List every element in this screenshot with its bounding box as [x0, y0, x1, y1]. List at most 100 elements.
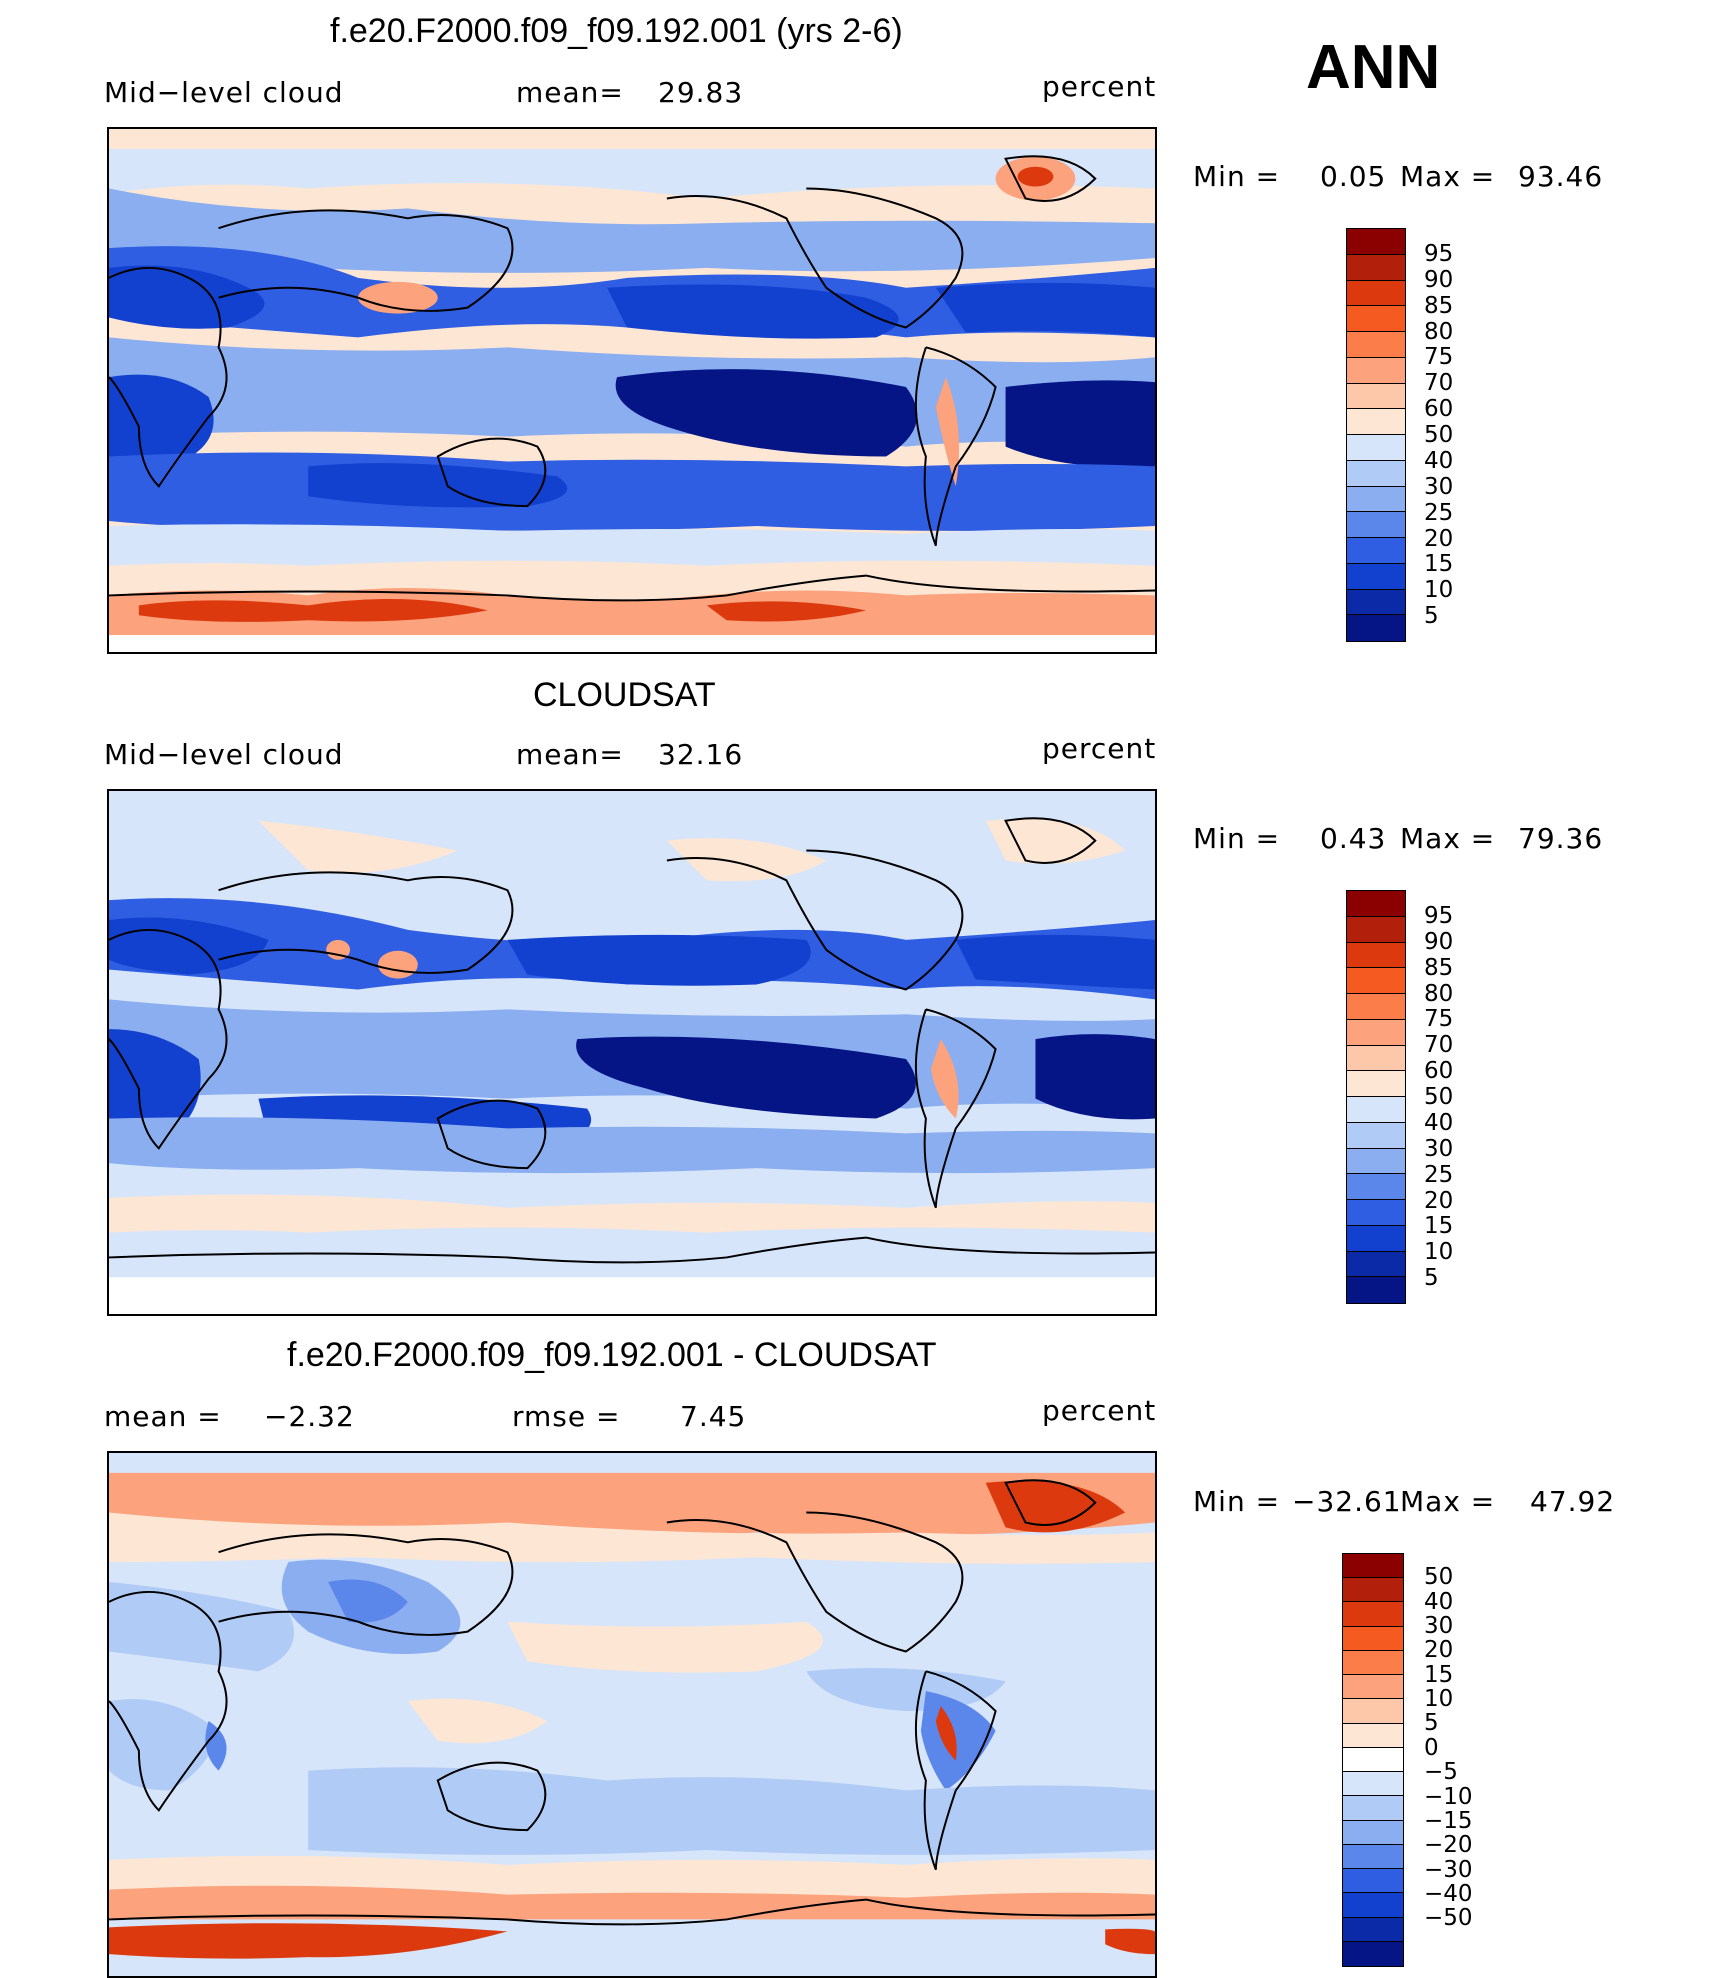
panel-2-max-label: Max =	[1400, 822, 1496, 855]
colorbar-segment	[1347, 1200, 1405, 1226]
panel-1-map-canvas	[109, 129, 1155, 652]
colorbar-tick-label: 75	[1424, 344, 1454, 371]
panel-3-colorbar	[1342, 1553, 1404, 1967]
panel-2-max-value: 79.36	[1518, 822, 1604, 855]
panel-1-map	[107, 127, 1157, 654]
colorbar-tick-label: −20	[1424, 1832, 1473, 1859]
colorbar-segment	[1347, 332, 1405, 358]
colorbar-segment	[1343, 1626, 1403, 1651]
colorbar-tick-label: 10	[1424, 1686, 1454, 1713]
colorbar-segment	[1343, 1699, 1403, 1724]
colorbar-segment	[1347, 306, 1405, 332]
panel-1-max-value: 93.46	[1518, 160, 1604, 193]
colorbar-segment	[1343, 1723, 1403, 1748]
panel-2-colorbar-labels: 95 90 85 80 75 70 60 50 40 30 25 20 15 10 5	[1424, 890, 1504, 1304]
colorbar-tick-label: 50	[1424, 1564, 1454, 1591]
colorbar-tick-label: 25	[1424, 499, 1454, 526]
colorbar-tick-label: 5	[1424, 1710, 1439, 1737]
colorbar-tick-label: 90	[1424, 928, 1454, 955]
colorbar-segment	[1347, 460, 1405, 487]
colorbar-segment	[1343, 1941, 1403, 1966]
colorbar-tick-label: 95	[1424, 240, 1454, 267]
colorbar-tick-label: 15	[1424, 551, 1454, 578]
colorbar-segment	[1343, 1554, 1403, 1579]
season-label: ANN	[1306, 33, 1441, 102]
panel-2-title: CLOUDSAT	[533, 676, 716, 714]
colorbar-tick-label: −10	[1424, 1783, 1473, 1810]
colorbar-tick-label: 70	[1424, 1032, 1454, 1059]
colorbar-segment	[1347, 589, 1405, 616]
colorbar-segment	[1343, 1578, 1403, 1603]
panel-3-mean-label: mean =	[104, 1400, 222, 1433]
colorbar-tick-label: −5	[1424, 1759, 1458, 1786]
panel-1-mean-value: 29.83	[658, 76, 744, 109]
panel-1-min-value: 0.05	[1320, 160, 1387, 193]
colorbar-tick-label: 25	[1424, 1161, 1454, 1188]
panel-2-units: percent	[1042, 732, 1157, 765]
colorbar-tick-label: 30	[1424, 1613, 1454, 1640]
colorbar-tick-label: 20	[1424, 525, 1454, 552]
colorbar-tick-label: 80	[1424, 980, 1454, 1007]
panel-1-colorbar-labels: 95 90 85 80 75 70 60 50 40 30 25 20 15 10 5	[1424, 228, 1504, 642]
panel-3-map	[107, 1451, 1157, 1978]
colorbar-segment	[1347, 1277, 1405, 1303]
colorbar-segment	[1343, 1747, 1403, 1773]
panel-2-left-label: Mid−level cloud	[104, 738, 344, 771]
colorbar-segment	[1343, 1602, 1403, 1627]
colorbar-segment	[1347, 486, 1405, 513]
colorbar-tick-label: 0	[1424, 1734, 1439, 1761]
panel-1-units: percent	[1042, 70, 1157, 103]
colorbar-segment	[1347, 968, 1405, 994]
colorbar-segment	[1343, 1796, 1403, 1821]
colorbar-segment	[1343, 1844, 1403, 1870]
colorbar-tick-label: 90	[1424, 266, 1454, 293]
colorbar-segment	[1347, 1251, 1405, 1278]
colorbar-tick-label: 5	[1424, 603, 1439, 630]
colorbar-segment	[1343, 1675, 1403, 1700]
colorbar-segment	[1347, 1122, 1405, 1149]
colorbar-tick-label: 95	[1424, 902, 1454, 929]
colorbar-segment	[1343, 1820, 1403, 1845]
colorbar-segment	[1347, 1019, 1405, 1046]
colorbar-tick-label: 85	[1424, 954, 1454, 981]
colorbar-segment	[1343, 1650, 1403, 1676]
colorbar-segment	[1347, 1045, 1405, 1072]
panel-2-map	[107, 789, 1157, 1316]
panel-3-min-value: −32.61	[1292, 1485, 1402, 1518]
panel-3-mean-value: −2.32	[264, 1400, 355, 1433]
colorbar-segment	[1347, 280, 1405, 307]
panel-3-map-canvas	[109, 1453, 1155, 1976]
colorbar-tick-label: 80	[1424, 318, 1454, 345]
colorbar-tick-label: 20	[1424, 1187, 1454, 1214]
panel-1-min-label: Min =	[1193, 160, 1281, 193]
panel-2-min-label: Min =	[1193, 822, 1281, 855]
panel-1-title: f.e20.F2000.f09_f09.192.001 (yrs 2-6)	[330, 12, 903, 50]
colorbar-tick-label: 75	[1424, 1006, 1454, 1033]
colorbar-tick-label: 60	[1424, 1058, 1454, 1085]
panel-3-max-value: 47.92	[1530, 1485, 1616, 1518]
colorbar-tick-label: 60	[1424, 396, 1454, 423]
colorbar-tick-label: −15	[1424, 1807, 1473, 1834]
colorbar-segment	[1347, 994, 1405, 1020]
colorbar-tick-label: −50	[1424, 1905, 1473, 1932]
panel-1-colorbar	[1346, 228, 1406, 642]
panel-2-colorbar	[1346, 890, 1406, 1304]
colorbar-segment	[1347, 1174, 1405, 1200]
colorbar-segment	[1343, 1772, 1403, 1797]
colorbar-tick-label: 10	[1424, 577, 1454, 604]
panel-3-min-label: Min =	[1193, 1485, 1281, 1518]
colorbar-tick-label: 15	[1424, 1661, 1454, 1688]
panel-3-rmse-value: 7.45	[680, 1400, 747, 1433]
colorbar-tick-label: 40	[1424, 1588, 1454, 1615]
panel-1-mean-label: mean=	[516, 76, 624, 109]
colorbar-tick-label: 50	[1424, 422, 1454, 448]
colorbar-tick-label: 40	[1424, 1109, 1454, 1136]
panel-3-max-label: Max =	[1400, 1485, 1496, 1518]
colorbar-tick-label: −30	[1424, 1856, 1473, 1883]
panel-2-mean-label: mean=	[516, 738, 624, 771]
colorbar-tick-label: 20	[1424, 1637, 1454, 1664]
panel-2-mean-value: 32.16	[658, 738, 744, 771]
colorbar-tick-label: 5	[1424, 1265, 1439, 1292]
colorbar-tick-label: 70	[1424, 370, 1454, 397]
colorbar-segment	[1347, 1071, 1405, 1097]
